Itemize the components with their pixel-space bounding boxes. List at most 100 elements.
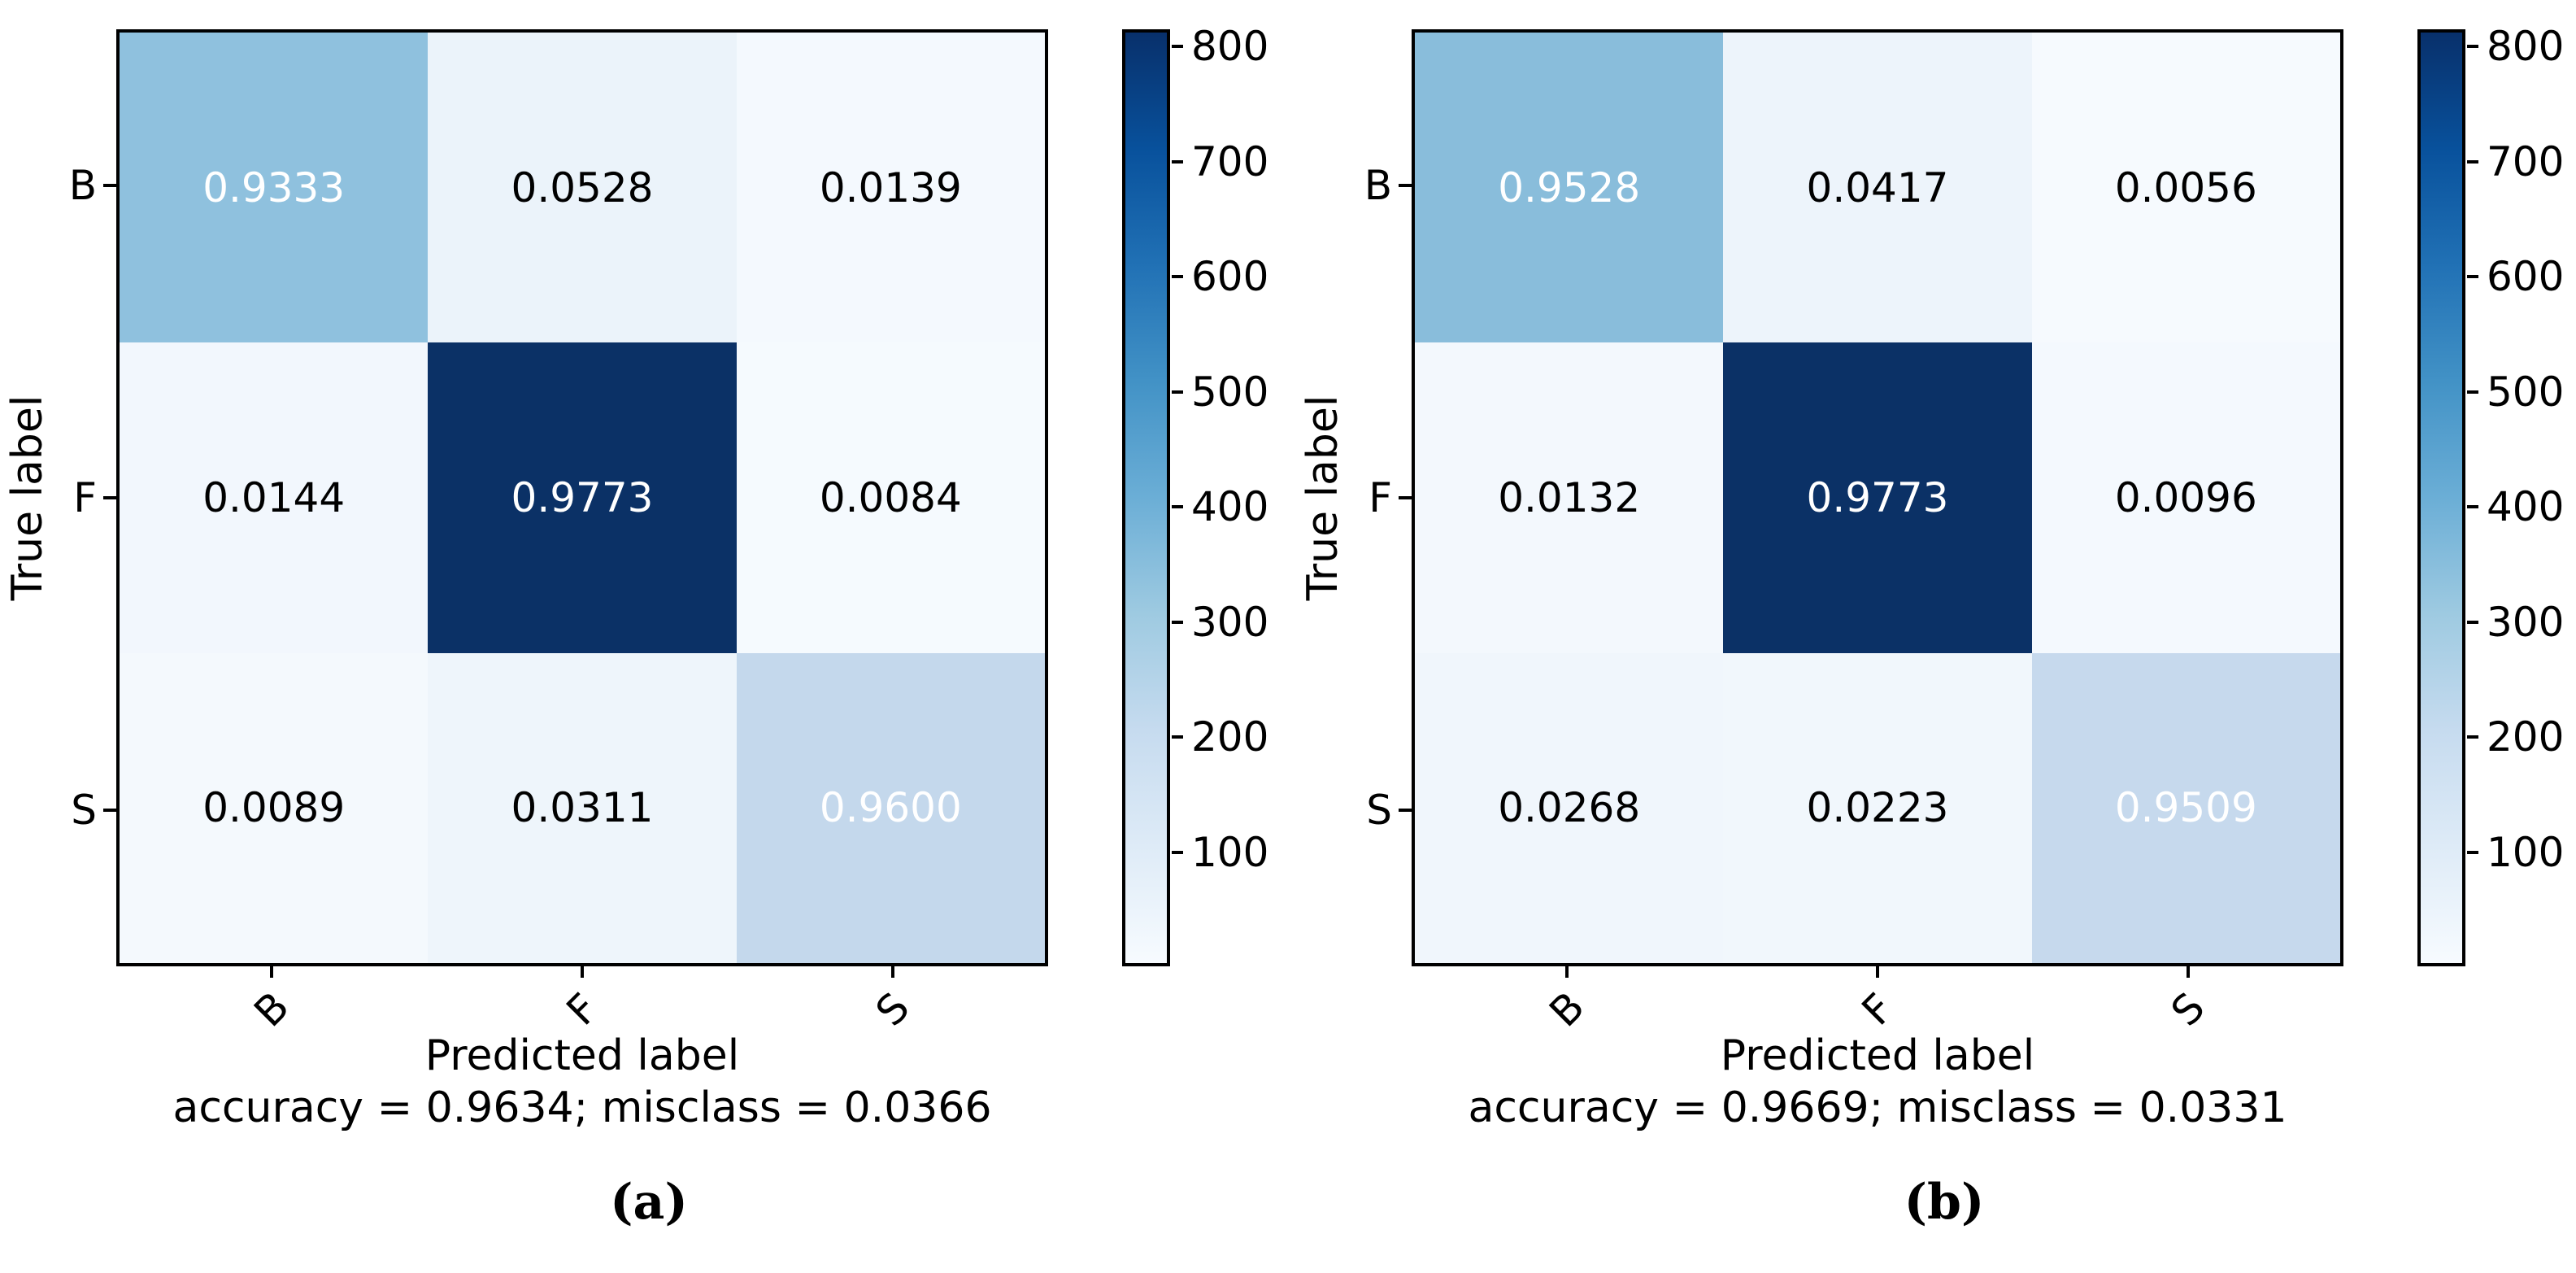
matrix-cell: 0.9509: [2031, 652, 2340, 963]
x-tick-mark: [1565, 966, 1569, 978]
x-axis-ticks: B F S: [116, 966, 1048, 1036]
colorbar-tick-label: 300: [1191, 599, 1269, 646]
colorbar-tick-label: 500: [2487, 368, 2565, 416]
colorbar-tick: 700: [1172, 142, 1268, 182]
y-tick-mark: [103, 184, 116, 187]
colorbar-tick-label: 700: [2487, 138, 2565, 185]
colorbar-tick-mark: [1172, 160, 1183, 163]
y-tick-mark: [1399, 809, 1412, 812]
accuracy-text: accuracy = 0.9634; misclass = 0.0366: [172, 1083, 992, 1132]
y-tick-mark: [1399, 496, 1412, 499]
colorbar-tick: 600: [1172, 256, 1268, 297]
x-tick-col-f: F: [427, 966, 738, 1035]
x-tick-label: F: [557, 984, 607, 1035]
x-tick-mark: [1876, 966, 1879, 978]
colorbar-tick-mark: [1172, 45, 1183, 48]
colorbar-ticks: 800 700 600 500 400 300 200 100: [2467, 26, 2576, 966]
matrix-cell: 0.9773: [1723, 342, 2032, 653]
matrix-cell: 0.9528: [1415, 33, 1724, 343]
matrix-cell: 0.0268: [1415, 652, 1724, 963]
matrix-cell: 0.9333: [120, 33, 429, 343]
x-tick-col-b: B: [116, 966, 427, 1036]
colorbar-tick-label: 800: [1191, 23, 1269, 70]
colorbar-tick: 200: [2467, 717, 2564, 757]
colorbar-tick: 800: [1172, 26, 1268, 67]
confusion-matrix-panel-b: True label B F S 0.9528 0.0417 0.0056 0.…: [1295, 0, 2576, 1273]
matrix-cell: 0.0528: [428, 33, 737, 343]
matrix-cell: 0.0144: [120, 342, 429, 653]
colorbar-tick-label: 600: [1191, 253, 1269, 300]
colorbar-tick: 400: [1172, 486, 1268, 527]
x-tick-mark: [270, 966, 273, 978]
colorbar-tick: 100: [2467, 832, 2564, 873]
subfigure-caption: (b): [1904, 1174, 1985, 1231]
y-tick-mark: [103, 809, 116, 812]
colorbar-tick-mark: [2467, 160, 2478, 163]
colorbar-tick-mark: [1172, 275, 1183, 278]
colorbar-gradient: [1122, 29, 1170, 966]
matrix-cell: 0.0056: [2031, 33, 2340, 343]
subfigure-caption: (a): [610, 1174, 688, 1231]
colorbar-tick: 500: [2467, 372, 2564, 412]
y-axis-ticks: B F S: [1295, 29, 1412, 966]
matrix-cell: 0.0139: [736, 33, 1045, 343]
x-tick-mark: [2187, 966, 2190, 978]
x-tick-mark: [891, 966, 894, 978]
colorbar-tick-label: 300: [2487, 599, 2565, 646]
y-tick-label: B: [68, 162, 97, 209]
colorbar-gradient: [2417, 29, 2465, 966]
colorbar-tick-mark: [2467, 45, 2478, 48]
y-tick-row-f: F: [0, 342, 116, 654]
y-tick-label: F: [73, 474, 97, 521]
colorbar-tick-label: 200: [1191, 713, 1269, 761]
y-tick-label: S: [71, 787, 97, 834]
colorbar-tick-mark: [1172, 505, 1183, 508]
colorbar-tick-label: 800: [2487, 23, 2565, 70]
colorbar-tick: 300: [1172, 602, 1268, 643]
colorbar-tick-mark: [2467, 735, 2478, 739]
matrix-cell: 0.0311: [428, 652, 737, 963]
colorbar-tick-mark: [1172, 851, 1183, 854]
y-axis-ticks: B F S: [0, 29, 116, 966]
colorbar-tick-label: 200: [2487, 713, 2565, 761]
colorbar-tick-mark: [2467, 275, 2478, 278]
matrix-cell: 0.0096: [2031, 342, 2340, 653]
y-tick-row-b: B: [1295, 29, 1412, 342]
x-axis-title: Predicted label: [1720, 1031, 2035, 1080]
x-tick-label: S: [2162, 983, 2214, 1035]
colorbar-tick: 600: [2467, 256, 2564, 297]
x-axis-ticks: B F S: [1412, 966, 2343, 1036]
y-tick-mark: [1399, 184, 1412, 187]
colorbar-tick-label: 100: [2487, 829, 2565, 876]
colorbar-tick: 800: [2467, 26, 2564, 67]
colorbar-tick-mark: [2467, 621, 2478, 624]
matrix-cell: 0.0089: [120, 652, 429, 963]
colorbar-ticks: 800 700 600 500 400 300 200 100: [1172, 26, 1294, 966]
matrix-cell: 0.0223: [1723, 652, 2032, 963]
y-tick-label: B: [1364, 162, 1392, 209]
colorbar-tick: 200: [1172, 717, 1268, 757]
colorbar-tick-mark: [1172, 390, 1183, 394]
x-tick-mark: [581, 966, 584, 978]
heatmap: 0.9528 0.0417 0.0056 0.0132 0.9773 0.009…: [1412, 29, 2343, 966]
colorbar-tick-label: 400: [1191, 483, 1269, 530]
colorbar-tick: 100: [1172, 832, 1268, 873]
x-tick-col-s: S: [738, 966, 1048, 1035]
y-tick-label: S: [1366, 787, 1392, 834]
colorbar-tick-label: 100: [1191, 829, 1269, 876]
colorbar-tick: 300: [2467, 602, 2564, 643]
confusion-matrix-panel-a: True label B F S 0.9333 0.0528 0.0139 0.…: [0, 26, 1268, 1231]
x-tick-col-b: B: [1412, 966, 1722, 1036]
x-axis-title: Predicted label: [424, 1031, 740, 1080]
colorbar-tick-label: 600: [2487, 253, 2565, 300]
colorbar-tick-mark: [2467, 851, 2478, 854]
colorbar-tick-label: 500: [1191, 368, 1269, 416]
accuracy-text: accuracy = 0.9669; misclass = 0.0331: [1468, 1083, 2287, 1132]
y-tick-row-f: F: [1295, 342, 1412, 654]
heatmap: 0.9333 0.0528 0.0139 0.0144 0.9773 0.008…: [116, 29, 1048, 966]
colorbar-tick-label: 700: [1191, 138, 1269, 185]
colorbar-tick: 400: [2467, 486, 2564, 527]
colorbar-tick: 500: [1172, 372, 1268, 412]
matrix-cell: 0.0084: [736, 342, 1045, 653]
